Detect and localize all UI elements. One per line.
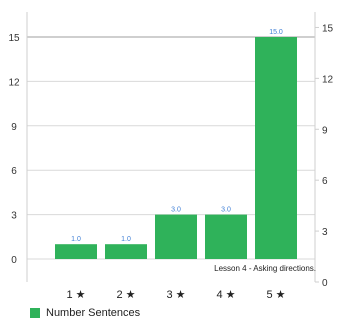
right-tick-label: 15	[322, 23, 334, 34]
left-tick-label: 15	[8, 33, 20, 44]
left-axis-ticks: 0 3 6 9 12 15	[8, 33, 20, 266]
chart-annotation: Lesson 4 - Asking directions.	[214, 264, 316, 273]
left-tick-label: 12	[8, 77, 20, 88]
legend-swatch	[30, 308, 40, 318]
right-axis-ticks: 0 3 6 9 12 15	[315, 23, 334, 289]
bars	[55, 37, 297, 259]
bar	[205, 214, 247, 259]
data-label: 15.0	[269, 29, 283, 36]
data-label: 1.0	[71, 236, 81, 243]
left-tick-label: 3	[11, 211, 17, 222]
bar	[55, 244, 97, 259]
left-tick-label: 0	[11, 255, 17, 266]
x-tick-label: 2 ★	[116, 289, 135, 301]
bar	[105, 244, 147, 259]
right-tick-label: 12	[322, 74, 334, 85]
right-tick-label: 3	[322, 227, 328, 238]
chart-legend: Number Sentences	[30, 307, 140, 319]
bar	[155, 214, 197, 259]
x-tick-label: 5 ★	[266, 289, 285, 301]
right-tick-label: 0	[322, 278, 328, 289]
data-label: 3.0	[171, 207, 181, 214]
right-tick-label: 6	[322, 176, 328, 187]
right-tick-label: 9	[322, 125, 328, 136]
legend-label: Number Sentences	[46, 307, 141, 319]
x-tick-label: 1 ★	[66, 289, 85, 301]
data-label: 1.0	[121, 236, 131, 243]
x-tick-label: 3 ★	[166, 289, 185, 301]
x-axis-labels: 1 ★ 2 ★ 3 ★ 4 ★ 5 ★	[66, 289, 285, 301]
bar	[255, 37, 297, 259]
left-tick-label: 9	[11, 122, 17, 133]
data-labels: 1.0 1.0 3.0 3.0 15.0	[71, 29, 283, 243]
x-tick-label: 4 ★	[216, 289, 235, 301]
data-label: 3.0	[221, 207, 231, 214]
left-tick-label: 6	[11, 166, 17, 177]
